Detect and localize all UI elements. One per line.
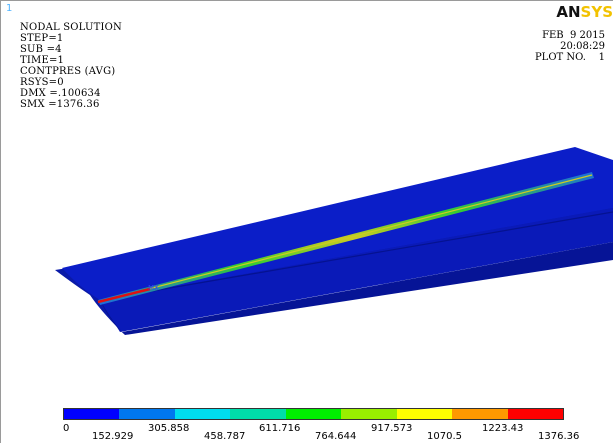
legend-band-7 — [396, 409, 453, 419]
plot-time: 20:08:29 — [560, 41, 605, 52]
plot-date: FEB 9 2015 — [542, 30, 605, 41]
window-number: 1 — [6, 3, 13, 14]
legend-band-2 — [119, 409, 175, 419]
legend-value-4: 458.787 — [204, 431, 246, 442]
info-smx: SMX =1376.36 — [20, 99, 100, 110]
info-title: NODAL SOLUTION — [20, 22, 122, 33]
info-sub: SUB =4 — [20, 44, 62, 55]
info-step: STEP=1 — [20, 33, 64, 44]
legend-band-5 — [285, 409, 342, 419]
info-result: CONTPRES (AVG) — [20, 66, 116, 77]
legend-value-8: 1070.5 — [427, 431, 462, 442]
legend-value-5: 611.716 — [259, 423, 301, 434]
legend-band-9 — [507, 409, 563, 419]
legend-value-1: 0 — [63, 423, 70, 434]
plate-edge — [100, 208, 613, 332]
plot-date-info: FEB 9 2015 20:08:29 PLOT NO. 1 — [535, 30, 605, 63]
legend-band-1 — [64, 409, 120, 419]
info-rsys: RSYS=0 — [20, 77, 64, 88]
legend-band-3 — [174, 409, 231, 419]
logo-sys: SYS — [580, 3, 613, 21]
contour-legend-bar — [63, 408, 564, 420]
logo-an: AN — [556, 3, 581, 21]
legend-band-4 — [230, 409, 286, 419]
solution-info: NODAL SOLUTION STEP=1 SUB =4 TIME=1 CONT… — [20, 22, 122, 110]
info-time: TIME=1 — [20, 55, 65, 66]
legend-band-8 — [452, 409, 508, 419]
legend-value-6: 764.644 — [315, 431, 357, 442]
legend-value-2: 152.929 — [92, 431, 134, 442]
info-dmx: DMX =.100634 — [20, 88, 101, 99]
contact-hot-line — [97, 174, 593, 303]
ansys-logo: ANSYS — [556, 3, 613, 21]
contact-hot-start — [97, 287, 151, 304]
legend-value-7: 917.573 — [371, 423, 413, 434]
plot-number: PLOT NO. 1 — [534, 52, 605, 63]
legend-value-3: 305.858 — [148, 423, 190, 434]
legend-value-9: 1223.43 — [482, 423, 524, 434]
legend-value-10: 1376.36 — [538, 431, 580, 442]
plate-surface — [62, 147, 613, 300]
plate-fold-line — [99, 211, 613, 301]
mx-marker: MX — [148, 284, 159, 292]
legend-band-6 — [341, 409, 397, 419]
